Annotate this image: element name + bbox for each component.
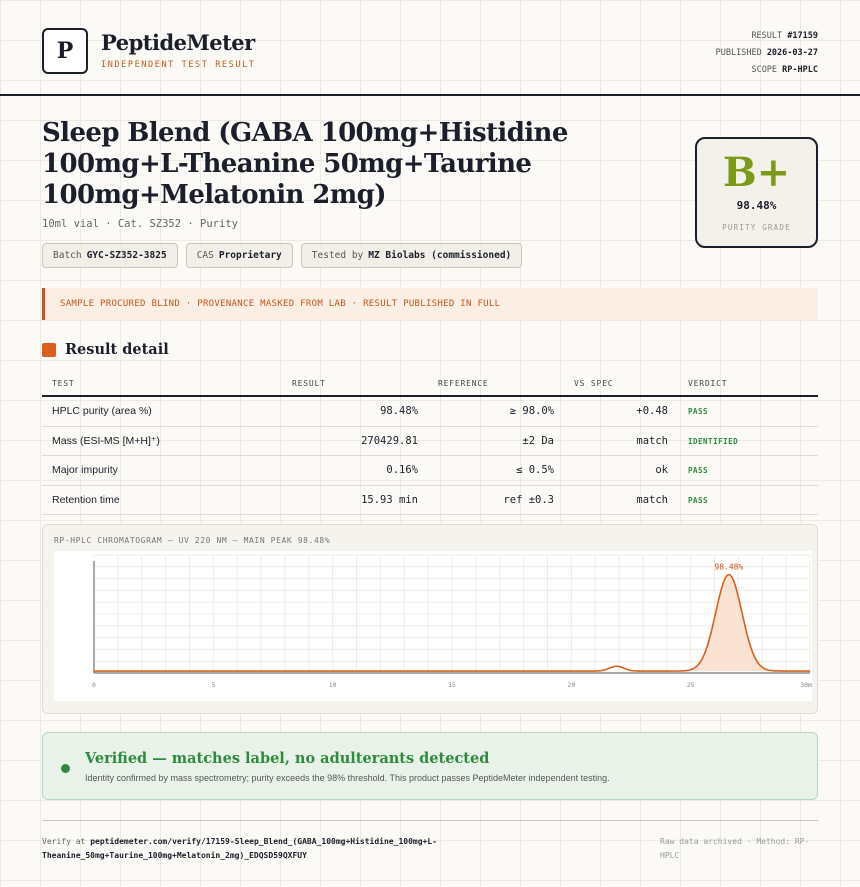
- product-title: Sleep Blend (GABA 100mg+Histidine 100mg+…: [42, 118, 568, 210]
- footer-method: Raw data archived · Method: RP-HPLC: [660, 837, 810, 860]
- grade-percent: 98.48%: [736, 199, 777, 212]
- grade-label: PURITY GRADE: [722, 223, 791, 232]
- cell-reference: ≤ 0.5%: [516, 464, 554, 477]
- meta-result: RESULT #17159: [751, 31, 818, 41]
- results-table: TEST RESULT REFERENCE VS SPEC VERDICT HP…: [42, 371, 818, 515]
- verdict-badge: PASS: [688, 495, 709, 505]
- footer-verify: Verify at peptidemeter.com/verify/17159-…: [42, 837, 437, 860]
- cell-result: 15.93 min: [361, 493, 418, 506]
- chromatogram-panel: RP-HPLC CHROMATOGRAM — UV 220 NM — MAIN …: [42, 524, 818, 714]
- verdict-badge: PASS: [688, 466, 709, 476]
- cell-vs-spec: ok: [655, 464, 668, 477]
- brand-tagline: INDEPENDENT TEST RESULT: [101, 60, 256, 70]
- col-header-result: RESULT: [292, 378, 326, 388]
- cas-chip: CAS Proprietary: [185, 243, 293, 268]
- brand-logo: P: [42, 28, 88, 74]
- col-header-verdict: VERDICT: [688, 378, 728, 388]
- cell-result: 98.48%: [380, 405, 418, 418]
- table-row: Retention time 15.93 min ref ±0.3 match …: [42, 486, 818, 515]
- banner-text: SAMPLE PROCURED BLIND · PROVENANCE MASKE…: [60, 299, 501, 309]
- x-tick-label: 15: [448, 681, 456, 689]
- verify-link[interactable]: peptidemeter.com/verify/17159-Sleep_Blen…: [42, 837, 437, 860]
- cell-result: 270429.81: [361, 434, 418, 447]
- cell-vs-spec: match: [636, 493, 668, 506]
- section-title: Result detail: [65, 341, 169, 358]
- product-subtitle: 10ml vial · Cat. SZ352 · Purity: [42, 218, 238, 230]
- cell-result: 0.16%: [386, 464, 418, 477]
- tested-by-chip: Tested by MZ Biolabs (commissioned): [300, 243, 523, 268]
- table-row: HPLC purity (area %) 98.48% ≥ 98.0% +0.4…: [42, 397, 818, 427]
- blind-sample-banner: SAMPLE PROCURED BLIND · PROVENANCE MASKE…: [42, 288, 818, 320]
- main-peak-fill: [676, 574, 782, 672]
- x-tick-label: 30min: [800, 681, 812, 689]
- verdict-badge: PASS: [688, 407, 709, 417]
- table-row: Mass (ESI-MS [M+H]⁺) 270429.81 ±2 Da mat…: [42, 427, 818, 456]
- cell-reference: ref ±0.3: [503, 493, 554, 506]
- cell-test: Major impurity: [52, 464, 118, 477]
- x-tick-label: 10: [329, 681, 337, 689]
- x-tick-label: 25: [687, 681, 695, 689]
- brand-name: PeptideMeter: [101, 30, 255, 55]
- report-header: P PeptideMeter INDEPENDENT TEST RESULT R…: [0, 0, 860, 96]
- x-tick-label: 5: [211, 681, 215, 689]
- cell-test: Mass (ESI-MS [M+H]⁺): [52, 434, 160, 447]
- table-row: Major impurity 0.16% ≤ 0.5% ok PASS: [42, 456, 818, 486]
- col-header-reference: REFERENCE: [438, 378, 489, 388]
- cell-vs-spec: match: [636, 434, 668, 447]
- x-tick-label: 20: [567, 681, 575, 689]
- report-meta: RESULT #17159 PUBLISHED 2026-03-27 SCOPE…: [716, 28, 818, 79]
- chromatogram-chart: 98.48% 0 5 10 15 20 25 30min: [54, 551, 812, 701]
- purity-grade-card: B+ 98.48% PURITY GRADE: [695, 137, 818, 248]
- verified-dot-icon: [61, 764, 70, 773]
- x-tick-label: 0: [92, 681, 96, 689]
- cell-vs-spec: +0.48: [636, 405, 668, 418]
- chromatogram-title: RP-HPLC CHROMATOGRAM — UV 220 NM — MAIN …: [54, 536, 331, 545]
- cell-reference: ±2 Da: [522, 434, 554, 447]
- section-marker-icon: [42, 343, 56, 357]
- cell-reference: ≥ 98.0%: [509, 405, 554, 418]
- chromatogram-series-line: [94, 573, 810, 672]
- verdict-badge: IDENTIFIED: [688, 436, 739, 446]
- batch-chip: Batch GYC-SZ352-3825: [42, 243, 178, 268]
- verified-panel: Verified — matches label, no adulterants…: [42, 732, 818, 800]
- meta-scope: SCOPE RP-HPLC: [751, 65, 818, 75]
- verified-text: Identity confirmed by mass spectrometry;…: [85, 773, 610, 783]
- col-header-vs-spec: VS SPEC: [574, 378, 614, 388]
- col-header-test: TEST: [52, 378, 75, 388]
- meta-published: PUBLISHED 2026-03-27: [715, 48, 818, 58]
- peak-label: 98.48%: [714, 563, 743, 572]
- verified-title: Verified — matches label, no adulterants…: [85, 750, 490, 767]
- grade-letter: B+: [722, 149, 791, 196]
- cell-test: HPLC purity (area %): [52, 405, 152, 418]
- table-header: TEST RESULT REFERENCE VS SPEC VERDICT: [42, 371, 818, 397]
- footer-divider: [42, 820, 818, 821]
- cell-test: Retention time: [52, 493, 120, 506]
- info-chips: Batch GYC-SZ352-3825 CAS Proprietary Teste…: [42, 243, 523, 268]
